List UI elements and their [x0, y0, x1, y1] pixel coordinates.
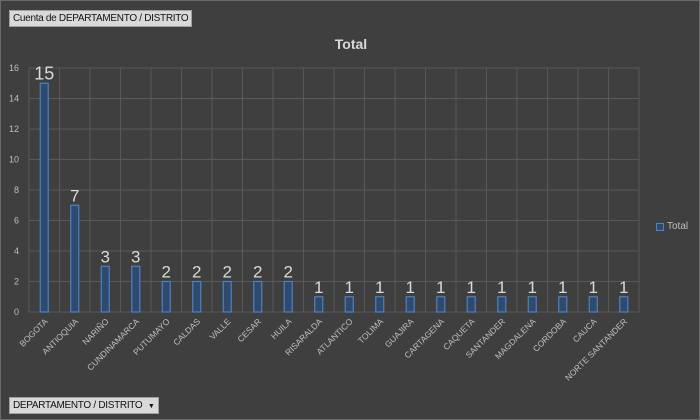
bar [344, 296, 354, 313]
bar [619, 296, 629, 313]
axis-field-label: DEPARTAMENTO / DISTRITO [13, 400, 143, 411]
y-tick-label: 10 [9, 155, 19, 165]
bar [161, 280, 171, 313]
bar [192, 280, 202, 313]
x-tick-label: CALDAS [171, 316, 202, 347]
bar [466, 296, 476, 313]
y-tick-label: 4 [14, 246, 19, 256]
data-label: 1 [467, 278, 476, 297]
bar [405, 296, 415, 313]
y-tick-label: 0 [14, 307, 19, 317]
x-tick-label: TOLIMA [356, 316, 386, 346]
y-tick-label: 8 [14, 185, 19, 195]
bar [558, 296, 568, 313]
bar [375, 296, 385, 313]
x-tick-label: NARIÑO [80, 316, 111, 347]
x-tick-label: CUNDINAMARCA [85, 316, 141, 372]
data-label: 3 [131, 247, 140, 266]
data-label: 7 [70, 186, 79, 205]
data-label: 1 [345, 278, 354, 297]
y-tick-label: 6 [14, 216, 19, 226]
legend-swatch [656, 222, 664, 231]
bar [497, 296, 507, 313]
data-label: 2 [192, 263, 201, 282]
dropdown-arrow-icon: ▼ [147, 403, 155, 410]
data-label: 2 [253, 263, 262, 282]
data-label: 2 [284, 263, 293, 282]
data-label: 1 [436, 278, 445, 297]
bar [131, 265, 141, 313]
x-tick-label: NORTE SANTANDER [563, 316, 629, 382]
data-label: 2 [162, 263, 171, 282]
y-tick-label: 12 [9, 124, 19, 134]
data-label: 1 [558, 278, 567, 297]
bar [222, 280, 232, 313]
bar [253, 280, 263, 313]
y-tick-label: 14 [9, 94, 19, 104]
x-tick-label: CORDOBA [531, 316, 569, 354]
bar [527, 296, 537, 313]
bar [100, 265, 110, 313]
y-tick-label: 2 [14, 277, 19, 287]
x-tick-label: HUILA [269, 316, 294, 341]
bar [283, 280, 293, 313]
y-tick-label: 16 [9, 63, 19, 73]
data-label: 1 [375, 278, 384, 297]
data-label: 1 [314, 278, 323, 297]
data-label: 1 [497, 278, 506, 297]
legend-label: Total [667, 221, 689, 232]
bar [70, 204, 80, 313]
bar [39, 82, 49, 313]
axis-field-button[interactable]: DEPARTAMENTO / DISTRITO ▼ [9, 397, 159, 414]
legend: Total [656, 221, 688, 232]
data-label: 1 [619, 278, 628, 297]
x-tick-label: CESAR [235, 316, 263, 344]
x-tick-label: CAUCA [571, 316, 599, 344]
bar [436, 296, 446, 313]
data-label: 1 [528, 278, 537, 297]
bar [588, 296, 598, 313]
data-label: 1 [589, 278, 598, 297]
chart-title: Total [334, 36, 368, 52]
data-label: 1 [406, 278, 415, 297]
value-field-button[interactable]: Cuenta de DEPARTAMENTO / DISTRITO [9, 10, 193, 27]
x-tick-label: VALLE [207, 316, 233, 342]
bar [314, 296, 324, 313]
data-label: 3 [101, 247, 110, 266]
data-label: 2 [223, 263, 232, 282]
data-label: 15 [34, 63, 54, 83]
